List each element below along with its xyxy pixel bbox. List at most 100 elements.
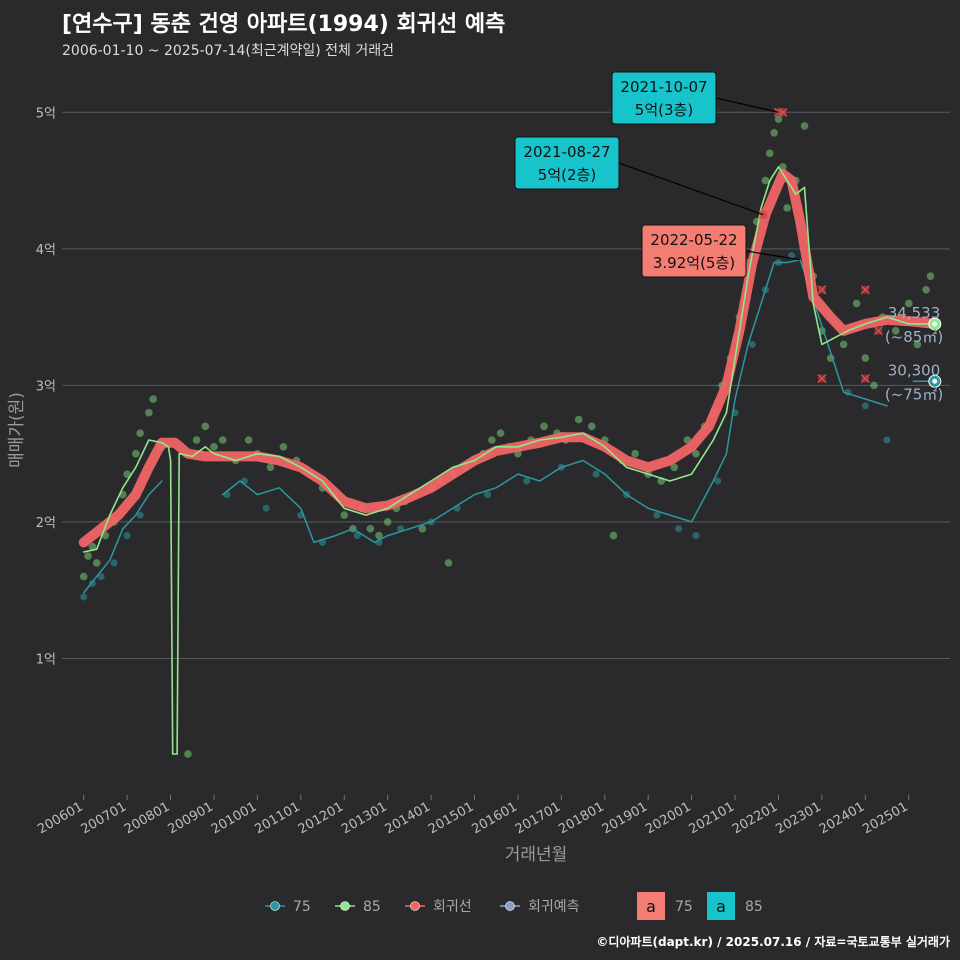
point-75: [883, 436, 891, 444]
legend-label: 회귀예측: [528, 899, 580, 915]
x-tick-label: 201101: [252, 799, 302, 837]
annotation-leader: [745, 250, 801, 261]
grid: [62, 111, 950, 659]
point-85: [132, 449, 140, 458]
annotation-box: [611, 71, 717, 125]
x-tick-label: 202501: [860, 799, 910, 837]
point-75: [123, 532, 131, 540]
x-tick-label: 200801: [122, 799, 172, 837]
point-75: [110, 559, 118, 567]
point-85: [366, 524, 375, 533]
point-75: [861, 402, 869, 410]
end-point-center: [932, 321, 938, 327]
annotation-leader: [715, 97, 779, 113]
legend-label: 85: [363, 899, 381, 915]
annotation-leader: [618, 162, 764, 216]
point-75: [692, 532, 700, 540]
point-85: [761, 176, 770, 185]
x-tick-label: 201801: [556, 799, 606, 837]
legend-box-key: [707, 892, 735, 920]
legend-key-point: [410, 901, 420, 911]
point-85: [783, 204, 791, 212]
point-85: [149, 395, 157, 403]
point-75: [653, 511, 661, 519]
annotation-date: 2022-05-22: [650, 231, 737, 249]
legend-box-key: [637, 892, 665, 920]
point-85: [210, 443, 218, 451]
y-tick-label: 2억: [36, 516, 56, 531]
x-tick-label: 201201: [296, 799, 346, 837]
y-tick-label: 3억: [36, 379, 56, 394]
point-75: [714, 477, 722, 485]
point-85: [852, 299, 861, 308]
point-75: [788, 252, 796, 260]
point-75: [592, 470, 600, 478]
forecast-x-mark: [873, 326, 883, 336]
x-tick-label: 200701: [79, 799, 129, 837]
x-tick-label: 202101: [687, 799, 737, 837]
point-85: [136, 429, 144, 437]
regression-line: [78, 168, 940, 548]
point-75: [675, 525, 683, 533]
series-line-75: [221, 259, 888, 544]
forecast-x-mark: [817, 374, 827, 384]
point-85: [922, 286, 930, 294]
forecast-x-mark: [778, 107, 788, 117]
x-tick-label: 202301: [773, 799, 823, 837]
point-75: [80, 593, 88, 601]
point-85: [488, 436, 496, 444]
legend: 75 85 회귀선 회귀예측 a 75 a 85: [265, 892, 763, 920]
annotation-box: [641, 224, 747, 278]
y-tick-label: 4억: [36, 243, 56, 258]
point-85: [279, 443, 288, 451]
legend-key-point: [270, 901, 280, 911]
y-tick-label: 1억: [36, 652, 56, 667]
point-85: [839, 340, 848, 349]
chart-subtitle: 2006-01-10 ~ 2025-07-14(최근계약일) 전체 거래건: [62, 43, 394, 59]
point-85: [383, 518, 392, 526]
point-85: [244, 436, 253, 444]
annotations: 2021-08-27 5억(2층) 2021-10-07 5억(3층) 2022-05-…: [514, 71, 943, 403]
annotation-date: 2021-10-07: [620, 78, 707, 96]
point-85: [765, 149, 774, 158]
point-85: [904, 299, 913, 308]
end-label-value: 34,533: [888, 304, 941, 322]
point-85: [683, 436, 692, 444]
point-75: [484, 491, 492, 499]
point-85: [496, 429, 505, 437]
legend-box-letter: a: [646, 897, 656, 916]
point-85: [201, 422, 210, 431]
point-85: [418, 524, 427, 533]
point-85: [79, 572, 88, 581]
point-85: [574, 415, 583, 424]
x-axis-title: 거래년월: [505, 845, 568, 865]
point-85: [870, 381, 878, 390]
x-tick-label: 201901: [600, 799, 650, 837]
x-tick-label: 202401: [817, 799, 867, 837]
end-label-unit: (~75㎡): [885, 385, 943, 403]
point-85: [800, 122, 809, 130]
legend-label: 회귀선: [433, 899, 472, 915]
point-85: [92, 559, 101, 567]
point-85: [218, 436, 227, 444]
point-75: [136, 511, 144, 519]
series-line-85: [82, 166, 932, 755]
annotation-price: 5억(3층): [635, 101, 693, 119]
point-85: [692, 449, 700, 458]
point-75: [523, 477, 531, 485]
annotation-price: 5억(2층): [538, 166, 596, 184]
point-85: [670, 463, 679, 472]
point-75: [353, 532, 361, 540]
point-75: [97, 573, 105, 581]
x-tick-label: 201601: [469, 799, 519, 837]
forecast-x-mark: [817, 285, 827, 295]
point-85: [184, 750, 192, 758]
legend-box-label: 75: [675, 899, 693, 915]
y-axis-title: 매매가(원): [7, 392, 27, 468]
forecast-x-mark: [860, 285, 870, 295]
end-point-center: [932, 378, 938, 384]
x-tick-label: 201501: [426, 799, 476, 837]
series-lines: [78, 166, 940, 755]
annotation-box: [514, 136, 620, 190]
